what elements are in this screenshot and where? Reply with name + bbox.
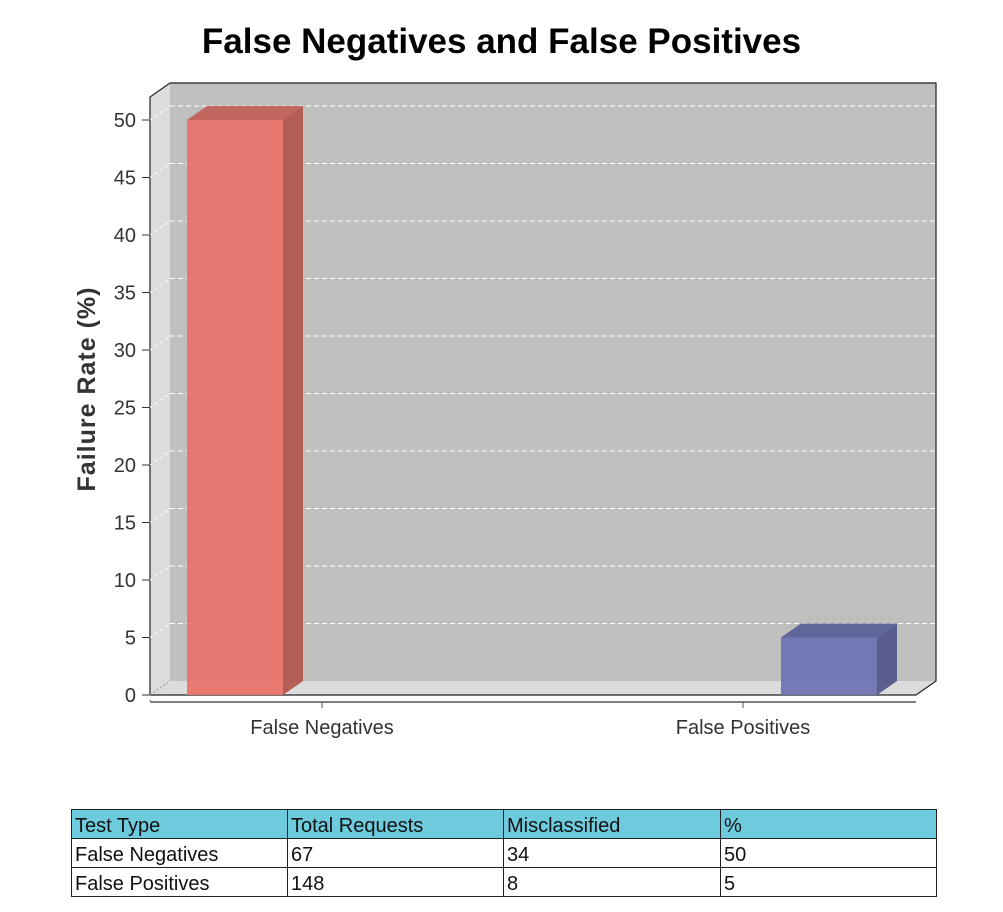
- grid-line-side: [149, 450, 171, 466]
- chart-title: False Negatives and False Positives: [201, 22, 802, 61]
- bar-top: [187, 106, 303, 120]
- table-cell: 34: [503, 838, 721, 868]
- grid-line-side: [149, 508, 171, 523]
- grid-line-side: [149, 220, 171, 236]
- grid-line-side: [149, 105, 171, 121]
- x-tick-label: False Positives: [676, 717, 811, 739]
- table-cell: 8: [503, 867, 721, 897]
- bar-top-shade: [187, 106, 303, 120]
- floor: [150, 681, 936, 695]
- bar-top: [781, 623, 897, 638]
- grid-line-side: [149, 393, 171, 408]
- grid-line-side: [149, 163, 171, 178]
- y-tick-label: 20: [114, 455, 136, 477]
- bars: [187, 106, 897, 695]
- grid-line-side: [149, 278, 171, 293]
- grid-line-side: [149, 335, 171, 351]
- y-tick-label: 30: [114, 340, 136, 362]
- table-row: False Negatives 67 34 50: [71, 838, 937, 868]
- grid-line-side: [149, 565, 171, 581]
- plot-frame: [149, 82, 937, 696]
- data-table: Test Type Total Requests Misclassified %…: [71, 809, 937, 897]
- table-header-cell: %: [720, 809, 937, 839]
- table-header-cell: Misclassified: [503, 809, 721, 839]
- table-header-row: Test Type Total Requests Misclassified %: [71, 809, 937, 839]
- y-tick-label: 50: [114, 110, 136, 132]
- table-header-cell: Test Type: [71, 809, 288, 839]
- y-tick-label: 15: [114, 513, 136, 535]
- table-cell: 50: [720, 838, 937, 868]
- bar-side: [877, 623, 897, 695]
- y-axis-label: Failure Rate (%): [73, 287, 101, 492]
- floor-edge: [149, 680, 171, 696]
- left-wall: [150, 83, 170, 695]
- grid-line-side: [149, 623, 171, 638]
- table-cell: False Positives: [71, 867, 288, 897]
- table-cell: False Negatives: [71, 838, 288, 868]
- table-cell: 148: [287, 867, 504, 897]
- bar: [187, 106, 303, 695]
- y-tick-label: 45: [114, 168, 136, 190]
- bar-top-shade: [781, 623, 897, 638]
- y-tick-label: 5: [125, 628, 136, 650]
- y-axis: 0 5 10 15 20 25 30 35 40 45 50: [114, 110, 151, 707]
- y-tick-label: 25: [114, 398, 136, 420]
- x-axis: False Negatives False Positives: [150, 701, 916, 739]
- table-header-cell: Total Requests: [287, 809, 504, 839]
- x-tick-label: False Negatives: [250, 717, 393, 739]
- bar: [781, 623, 897, 695]
- bar-front: [781, 637, 877, 695]
- bar-side: [283, 106, 303, 695]
- bar-front: [187, 120, 283, 695]
- table-cell: 5: [720, 867, 937, 897]
- y-tick-label: 0: [125, 685, 136, 707]
- bar-side-shade: [283, 106, 303, 695]
- y-tick-label: 35: [114, 283, 136, 305]
- y-tick-label: 10: [114, 570, 136, 592]
- table-cell: 67: [287, 838, 504, 868]
- table-row: False Positives 148 8 5: [71, 867, 937, 897]
- y-tick-label: 40: [114, 225, 136, 247]
- grid-lines: [149, 105, 936, 638]
- bar-side-shade: [877, 623, 897, 695]
